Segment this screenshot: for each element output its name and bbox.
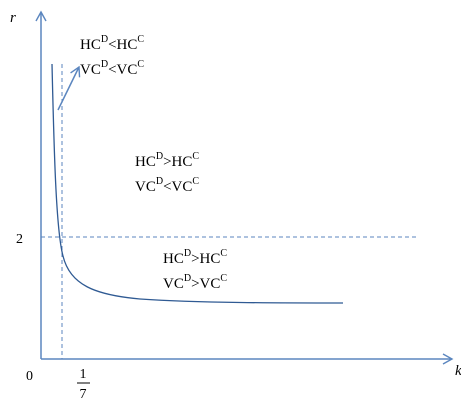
y-axis-label: r: [10, 10, 16, 26]
inequality-middle-vc: VCD<VCC: [135, 176, 199, 195]
region-label-bottom: HCD>HCC VCD>VCC: [163, 248, 227, 292]
y-tick-label-2: 2: [16, 232, 23, 247]
inequality-middle-hc: HCD>HCC: [135, 151, 199, 170]
fraction-denominator: 7: [80, 387, 87, 401]
inequality-top-left-vc: VCD<VCC: [80, 59, 144, 78]
region-label-middle: HCD>HCC VCD<VCC: [135, 151, 199, 195]
region-label-top-left: HCD<HCC VCD<VCC: [80, 34, 144, 78]
x-tick-label-one-seventh: 1 7: [77, 367, 90, 401]
x-axis-label: k: [455, 363, 461, 379]
boundary-curve: [51, 63, 344, 304]
origin-label: 0: [26, 369, 33, 384]
inequality-top-left-hc: HCD<HCC: [80, 34, 144, 53]
direction-arrow: [57, 65, 81, 111]
inequality-bottom-vc: VCD>VCC: [163, 273, 227, 292]
inequality-bottom-hc: HCD>HCC: [163, 248, 227, 267]
fraction-numerator: 1: [80, 367, 87, 382]
